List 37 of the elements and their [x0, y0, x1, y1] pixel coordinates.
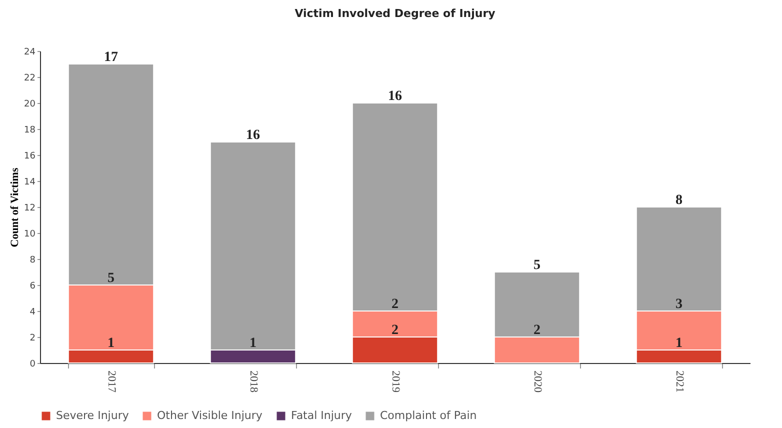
data-label: 1 [108, 336, 114, 351]
data-label: 2 [392, 323, 398, 338]
y-tick-label: 18 [24, 126, 36, 136]
data-label: 16 [246, 128, 260, 143]
data-label: 1 [676, 336, 682, 351]
data-label: 2 [534, 323, 540, 338]
x-tick-label: 2020 [532, 370, 544, 393]
data-label: 16 [388, 89, 402, 104]
y-tick-label: 20 [24, 100, 36, 110]
x-tick-label: 2019 [390, 370, 402, 393]
y-tick-label: 24 [24, 48, 36, 58]
legend-label: Severe Injury [56, 409, 130, 422]
y-axis-title: Count of Victims [9, 167, 22, 248]
y-tick-label: 0 [30, 360, 36, 370]
data-label: 5 [108, 271, 114, 286]
y-tick-label: 4 [30, 308, 36, 318]
x-tick-label: 2021 [674, 370, 686, 392]
chart-title: Victim Involved Degree of Injury [294, 7, 496, 20]
data-label: 5 [534, 258, 540, 273]
data-label: 1 [250, 336, 256, 351]
x-tick-label: 2017 [106, 370, 118, 393]
x-tick-label: 2018 [248, 370, 260, 393]
data-label: 3 [676, 297, 682, 312]
y-tick-label: 6 [30, 282, 36, 292]
data-label: 2 [392, 297, 398, 312]
data-label: 17 [104, 50, 118, 65]
data-label: 8 [676, 193, 682, 208]
y-tick-label: 16 [24, 152, 36, 162]
y-tick-label: 22 [24, 74, 36, 84]
legend-label: Fatal Injury [291, 409, 352, 422]
legend-label: Other Visible Injury [157, 409, 263, 422]
y-tick-label: 2 [30, 334, 36, 344]
y-tick-label: 10 [24, 230, 36, 240]
y-tick-label: 12 [24, 204, 36, 214]
y-tick-label: 14 [24, 178, 36, 188]
y-tick-label: 8 [30, 256, 36, 266]
legend-label: Complaint of Pain [380, 409, 477, 422]
